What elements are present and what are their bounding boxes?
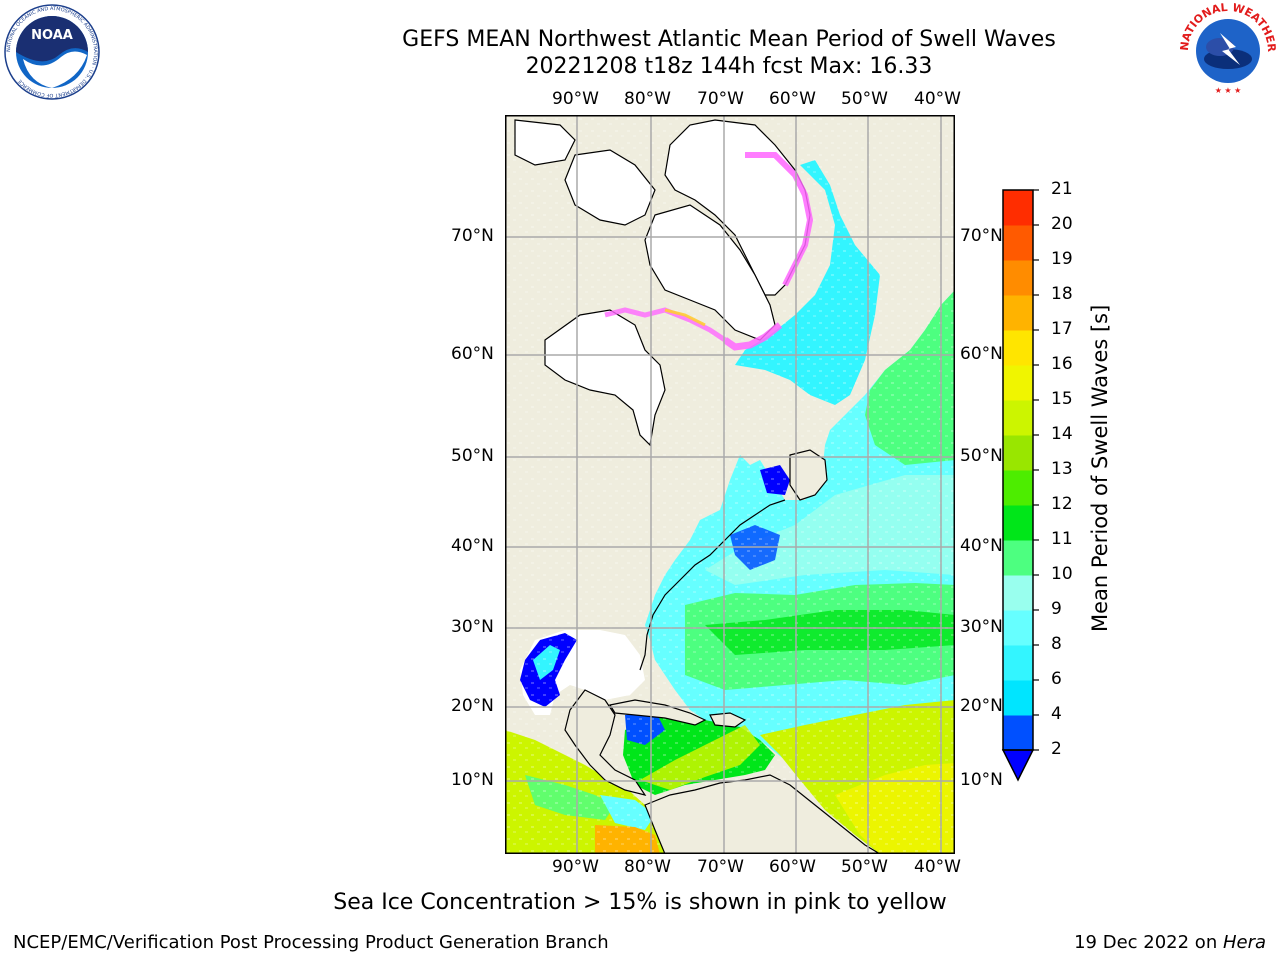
colorbar-label: Mean Period of Swell Waves [s]: [1088, 304, 1112, 632]
colorbar-tick-label: 12: [1051, 494, 1073, 514]
lat-label-left-40n: 40°N: [451, 536, 494, 556]
colorbar-tick-label: 10: [1051, 564, 1073, 584]
lat-label-right-50n: 50°N: [960, 446, 1003, 466]
colorbar-tick-label: 17: [1051, 319, 1073, 339]
colorbar-segment: [1003, 715, 1033, 751]
lat-label-right-20n: 20°N: [960, 696, 1003, 716]
newfoundland: [789, 449, 828, 501]
nws-logo: NATIONAL WEATHER SERVICE ★ ★ ★: [1180, 3, 1276, 97]
colorbar-segment: [1003, 400, 1033, 436]
hudson-strait-ice: [722, 322, 783, 351]
lat-label-left-70n: 70°N: [451, 226, 494, 246]
lon-label-bottom-90w: 90°W: [552, 857, 599, 877]
lon-label-bottom-70w: 70°W: [697, 857, 744, 877]
colorbar-segment: [1003, 260, 1033, 296]
footer-date: 19 Dec 2022 on Hera: [1074, 932, 1266, 953]
footer-host: Hera: [1222, 932, 1266, 953]
noaa-logo: NOAA NATIONAL OCEANIC AND ATMOSPHERIC AD…: [4, 4, 100, 100]
colorbar: [1001, 189, 1039, 782]
svg-text:★ ★ ★: ★ ★ ★: [1215, 86, 1242, 95]
colorbar-segment: [1003, 330, 1033, 366]
colorbar-tick-label: 11: [1051, 529, 1073, 549]
colorbar-tick-label: 15: [1051, 389, 1073, 409]
lat-label-left-60n: 60°N: [451, 344, 494, 364]
lat-label-left-20n: 20°N: [451, 696, 494, 716]
lon-label-bottom-60w: 60°W: [769, 857, 816, 877]
hispaniola: [709, 712, 747, 728]
sea-ice-note: Sea Ice Concentration > 15% is shown in …: [333, 890, 947, 915]
lon-label-top-80w: 80°W: [624, 89, 671, 109]
lon-label-bottom-50w: 50°W: [841, 857, 888, 877]
footer-date-text: 19 Dec 2022 on: [1074, 932, 1223, 953]
colorbar-tick-label: 14: [1051, 424, 1073, 444]
colorbar-tick-label: 19: [1051, 249, 1073, 269]
colorbar-segment: [1003, 540, 1033, 576]
lat-label-left-10n: 10°N: [451, 770, 494, 790]
lon-label-bottom-40w: 40°W: [914, 857, 961, 877]
lon-label-top-60w: 60°W: [769, 89, 816, 109]
colorbar-tick-label: 13: [1051, 459, 1073, 479]
colorbar-tick-label: 4: [1051, 704, 1062, 724]
south-america: [644, 774, 882, 854]
lat-label-left-30n: 30°N: [451, 617, 494, 637]
lon-label-top-90w: 90°W: [552, 89, 599, 109]
colorbar-segment: [1003, 435, 1033, 471]
lat-label-right-10n: 10°N: [960, 770, 1003, 790]
colorbar-segment: [1003, 470, 1033, 506]
graticule: [505, 115, 955, 854]
lat-label-left-50n: 50°N: [451, 446, 494, 466]
colorbar-segment: [1003, 610, 1033, 646]
colorbar-segment: [1003, 190, 1033, 226]
lat-label-right-40n: 40°N: [960, 536, 1003, 556]
colorbar-tick-label: 21: [1051, 179, 1073, 199]
lat-label-right-30n: 30°N: [960, 617, 1003, 637]
colorbar-segment: [1003, 645, 1033, 681]
colorbar-tick-label: 9: [1051, 599, 1062, 619]
colorbar-tick-label: 2: [1051, 739, 1062, 759]
footer-credit: NCEP/EMC/Verification Post Processing Pr…: [13, 932, 609, 953]
colorbar-segment: [1003, 505, 1033, 541]
colorbar-segment: [1003, 365, 1033, 401]
colorbar-tick-label: 8: [1051, 634, 1062, 654]
lon-label-top-50w: 50°W: [841, 89, 888, 109]
lon-label-top-40w: 40°W: [914, 89, 961, 109]
canadian-archipelago-2: [514, 119, 576, 166]
colorbar-tick-label: 18: [1051, 284, 1073, 304]
chart-title: GEFS MEAN Northwest Atlantic Mean Period…: [402, 27, 1056, 52]
colorbar-tick-label: 6: [1051, 669, 1062, 689]
colorbar-tick-label: 20: [1051, 214, 1073, 234]
lon-label-bottom-80w: 80°W: [624, 857, 671, 877]
chart-subtitle: 20221208 t18z 144h fcst Max: 16.33: [525, 54, 933, 79]
hudson-strait-ice-yellow: [664, 308, 706, 327]
lat-label-right-60n: 60°N: [960, 344, 1003, 364]
svg-text:NOAA: NOAA: [31, 28, 73, 43]
colorbar-segment: [1003, 295, 1033, 331]
lon-label-top-70w: 70°W: [697, 89, 744, 109]
map-frame: [505, 115, 955, 854]
colorbar-segment: [1003, 575, 1033, 611]
colorbar-segment: [1003, 225, 1033, 261]
canadian-archipelago-1: [564, 149, 656, 226]
colorbar-segment: [1003, 680, 1033, 716]
central-america: [564, 689, 647, 796]
us-east-coast: [639, 499, 786, 671]
lat-label-right-70n: 70°N: [960, 226, 1003, 246]
swell-period-map: [505, 115, 955, 854]
colorbar-tick-label: 16: [1051, 354, 1073, 374]
colorbar-under-extend: [1001, 749, 1035, 782]
